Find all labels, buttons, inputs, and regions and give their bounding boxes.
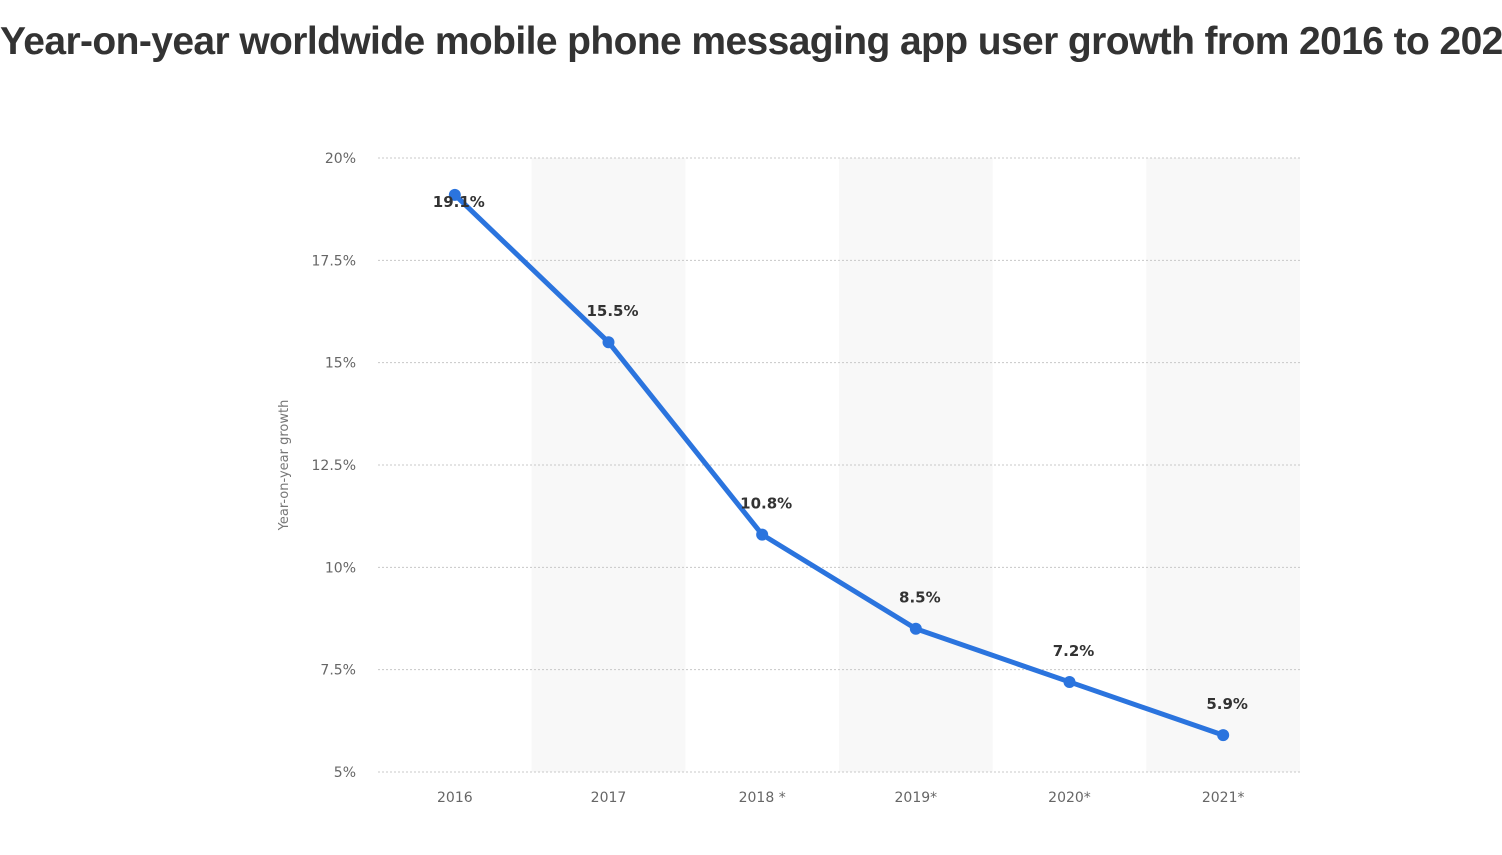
x-tick-label: 2020* xyxy=(1048,790,1091,806)
y-axis-title: Year-on-year growth xyxy=(277,400,292,532)
x-tick-label: 2016 xyxy=(437,790,473,806)
data-point xyxy=(448,188,461,201)
data-point xyxy=(602,336,615,349)
data-points xyxy=(448,188,1230,742)
x-tick-label: 2019* xyxy=(895,790,938,806)
y-tick-label: 5% xyxy=(334,765,356,781)
data-label: 10.8% xyxy=(740,495,792,513)
y-tick-label: 20% xyxy=(325,151,356,167)
y-tick-label: 7.5% xyxy=(320,663,356,679)
series-line-group xyxy=(452,192,1226,738)
x-tick-labels: 2016 2017 2018 * 2019* 2020* 2021* xyxy=(437,790,1244,806)
data-label: 5.9% xyxy=(1206,695,1248,713)
y-tick-label: 15% xyxy=(325,356,356,372)
x-tick-label: 2018 * xyxy=(739,790,786,806)
data-label: 19.1% xyxy=(433,193,485,211)
x-tick-label: 2021* xyxy=(1202,790,1245,806)
y-tick-label: 17.5% xyxy=(312,253,356,269)
y-tick-label: 12.5% xyxy=(312,458,356,474)
series-line xyxy=(452,192,1226,738)
data-label: 8.5% xyxy=(899,589,941,607)
data-point xyxy=(909,622,922,635)
data-point xyxy=(1063,675,1076,688)
data-labels: 19.1% 15.5% 10.8% 8.5% 7.2% 5.9% xyxy=(433,193,1248,713)
data-label: 7.2% xyxy=(1053,642,1095,660)
data-point xyxy=(756,528,769,541)
y-tick-label: 10% xyxy=(325,560,356,576)
data-point xyxy=(1217,729,1230,742)
chart-title: Year-on-year worldwide mobile phone mess… xyxy=(0,20,1502,63)
y-gridlines xyxy=(378,157,1300,773)
data-label: 15.5% xyxy=(586,302,638,320)
y-tick-labels: 5% 7.5% 10% 12.5% 15% 17.5% 20% xyxy=(312,151,356,781)
x-tick-label: 2017 xyxy=(591,790,627,806)
